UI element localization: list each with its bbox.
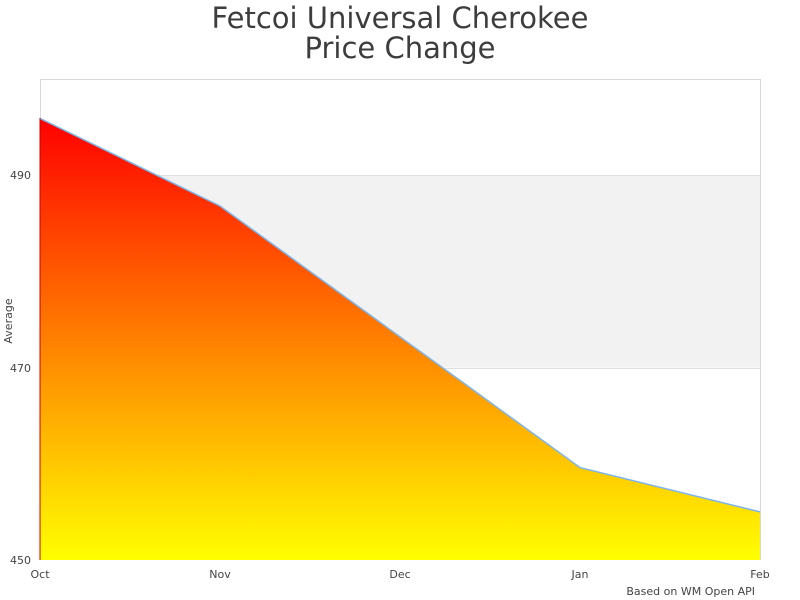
y-tick-470: 470 (10, 362, 31, 375)
y-tick-450: 450 (10, 554, 31, 567)
chart-credit[interactable]: Based on WM Open API (626, 585, 755, 598)
y-tick-490: 490 (10, 169, 31, 182)
y-axis-label: Average (2, 298, 15, 343)
chart-title-line-2: Price Change (304, 31, 496, 65)
chart-title: Fetcoi Universal Cherokee Price Change (0, 0, 800, 63)
x-tick-oct: Oct (30, 568, 50, 581)
series-line-average[interactable] (39, 117, 761, 513)
x-tick-dec: Dec (389, 568, 410, 581)
x-tick-feb: Feb (750, 568, 769, 581)
x-tick-jan: Jan (571, 568, 589, 581)
area-series-average[interactable] (40, 118, 760, 561)
x-tick-nov: Nov (209, 568, 231, 581)
chart-title-line-1: Fetcoi Universal Cherokee (211, 1, 589, 35)
